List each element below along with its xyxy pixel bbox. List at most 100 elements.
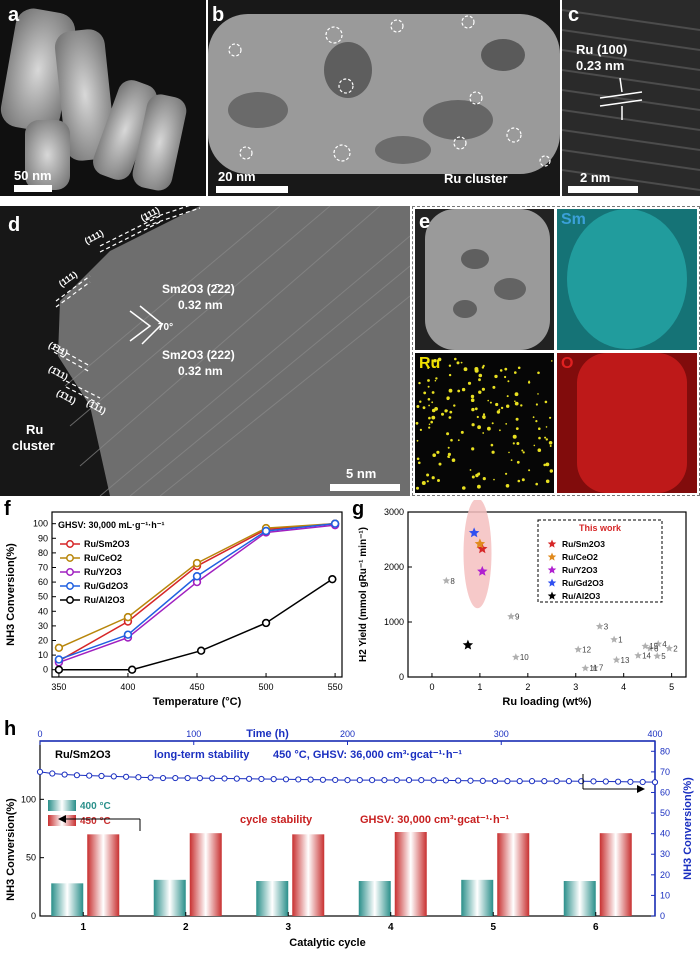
map-label-sm: Sm [561, 211, 586, 228]
particles-image [0, 8, 187, 191]
ru-dot [507, 380, 510, 383]
ru-dot [426, 480, 429, 483]
legend-marker [547, 552, 557, 561]
bar [599, 833, 632, 916]
ru-dot [478, 472, 481, 475]
ru-dot [521, 449, 524, 452]
ru-dot [447, 452, 451, 456]
ru-dot [535, 420, 538, 423]
y-tick-label: 0 [43, 665, 48, 675]
ru-dot [450, 438, 453, 442]
panel-b: b 20 nm Ru cluster [208, 0, 560, 196]
ru-dot [504, 367, 508, 371]
long-term-point [467, 777, 474, 784]
scale-text: 2 nm [580, 170, 611, 185]
long-term-point [393, 777, 400, 784]
ru-dot [428, 404, 430, 407]
cluster-label: cluster [12, 438, 55, 453]
panel-c: c Ru (100) 0.23 nm 2 nm [562, 0, 700, 196]
ru-dot [421, 481, 426, 485]
ru-dot [427, 379, 430, 382]
long-term-point [221, 775, 228, 782]
legend-swatch [48, 800, 76, 811]
literature-point [442, 576, 451, 584]
ru-dot [463, 367, 468, 372]
y-tick-label: 100 [21, 794, 36, 804]
ru-dot [474, 407, 478, 411]
ru-dot [419, 428, 422, 431]
ru-dot [495, 402, 499, 407]
long-term-point [492, 777, 499, 785]
scale-text: 20 nm [218, 169, 256, 184]
ru-dot [538, 427, 541, 430]
ru-dot [506, 395, 509, 398]
literature-point [581, 664, 590, 672]
plot-frame [407, 511, 687, 678]
sm-map: Sm [557, 209, 697, 350]
y-tick-label: 2000 [384, 562, 404, 572]
ru-dot [456, 361, 460, 365]
ru-dot [505, 423, 508, 425]
long-term-point [233, 775, 240, 782]
ru-dot [512, 442, 515, 445]
ru-dot [478, 373, 483, 378]
panel-d: d Sm2O3 (2̄22) 0.32 nm 70° Sm2O3 (222) 0… [0, 206, 410, 496]
ru-map: Ru [415, 353, 554, 493]
y-tick-label: 3000 [384, 507, 404, 517]
legend-label: 400 °C [80, 801, 111, 812]
long-term-point [479, 777, 486, 785]
literature-label: 4 [662, 640, 667, 649]
scale-text: 5 nm [346, 466, 377, 481]
bar [292, 834, 325, 916]
ru-dot [446, 432, 450, 436]
ru-dot [448, 364, 452, 367]
hrtem-image [53, 206, 410, 496]
ru-dot [506, 404, 510, 408]
long-term-point [147, 774, 154, 781]
long-term-point [504, 778, 511, 785]
ru-dot [514, 400, 516, 402]
literature-label: 14 [642, 652, 651, 661]
ru-dot [454, 357, 457, 361]
long-term-point [319, 776, 326, 783]
ru-dot [487, 399, 489, 402]
x-tick-label: 500 [259, 682, 274, 692]
bar [153, 879, 186, 916]
panel-a: a 50 nm [0, 0, 206, 196]
o-map-image [557, 353, 697, 493]
x-tick-label: 3 [573, 682, 578, 692]
map-label-ru: Ru [419, 355, 441, 372]
long-term-point [123, 773, 130, 780]
literature-point [612, 655, 621, 664]
ru-dot [516, 460, 520, 464]
long-term-point [172, 774, 179, 782]
literature-point [641, 642, 650, 650]
ru-dot [514, 371, 517, 374]
long-term-point [110, 773, 117, 780]
ru-dot [545, 462, 550, 467]
scale-bar [216, 186, 288, 193]
ru-dot [528, 469, 531, 472]
ru-dot [549, 416, 552, 419]
data-point [330, 519, 340, 528]
ru-dot [431, 391, 435, 394]
ru-dot [432, 453, 436, 457]
y-right-tick-label: 60 [660, 787, 670, 797]
ru-dot [508, 451, 510, 454]
y-axis-label: NH3 Conversion(%) [5, 543, 17, 646]
long-term-point [356, 777, 363, 784]
literature-point [654, 640, 662, 648]
x-top-tick-label: 400 [647, 729, 662, 739]
legend-marker [547, 578, 557, 587]
y-right-tick-label: 20 [660, 870, 670, 880]
bar [394, 832, 427, 916]
ru-dot [520, 404, 523, 407]
literature-point [591, 663, 599, 671]
x-tick-label: 1 [477, 682, 482, 692]
y-right-axis-label: NH3 Conversion(%) [682, 777, 694, 880]
ru-dot [470, 394, 475, 399]
long-term-point [344, 777, 351, 784]
ru-dot [428, 426, 431, 429]
literature-point [574, 645, 582, 653]
map-label-o: O [561, 355, 574, 372]
